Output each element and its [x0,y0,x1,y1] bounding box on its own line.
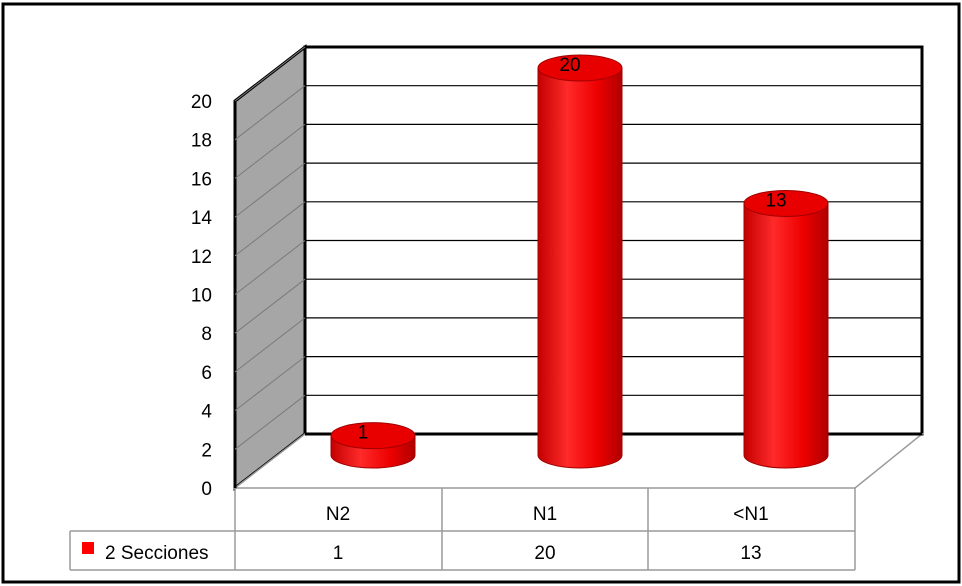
table-header-cell: N2 [326,504,350,525]
table-value-cell: 20 [534,543,555,564]
side-gridline [234,124,306,179]
table-value-cell: 1 [333,543,344,564]
y-tick-label: 20 [191,92,212,113]
bar-top [537,54,623,82]
side-gridline [234,85,306,141]
y-tick-label: 8 [201,324,212,345]
data-table: N2 N1 <N1 2 Secciones 1 20 13 [69,488,856,571]
y-tick-label: 18 [191,131,212,152]
side-gridline [234,162,306,218]
y-tick-label: 12 [191,247,212,268]
table-header-cell: N1 [533,504,557,525]
side-gridline [234,46,306,102]
y-tick-label: 0 [201,479,212,500]
bar [330,422,416,469]
bar-top [743,189,829,217]
data-label: 20 [559,55,580,76]
data-label: 13 [765,190,786,211]
legend-swatch [82,542,94,554]
side-gridline [234,240,306,295]
table-value-cell: 13 [740,543,761,564]
y-tick-label: 6 [201,363,212,384]
legend-label: 2 Secciones [105,543,209,564]
side-gridline [234,201,306,257]
y-tick-label: 14 [191,208,213,229]
bar [537,54,623,469]
data-label: 1 [358,423,369,444]
y-tick-label: 16 [191,169,212,190]
bar-top [330,422,416,450]
side-gridline [234,317,306,373]
y-axis-ticks: 0 2 4 6 8 10 12 14 16 18 20 [191,92,213,500]
bar-body [537,67,623,469]
data-labels: 1 20 13 [358,55,787,444]
side-gridline [234,278,306,334]
bars [330,54,829,469]
side-gridline [234,394,306,450]
side-gridline [234,356,306,411]
y-tick-label: 4 [201,402,212,423]
y-tick-label: 2 [201,440,212,461]
bar [743,189,829,469]
y-tick-label: 10 [191,286,212,307]
bar-body [743,202,829,469]
table-header-cell: <N1 [733,504,768,525]
